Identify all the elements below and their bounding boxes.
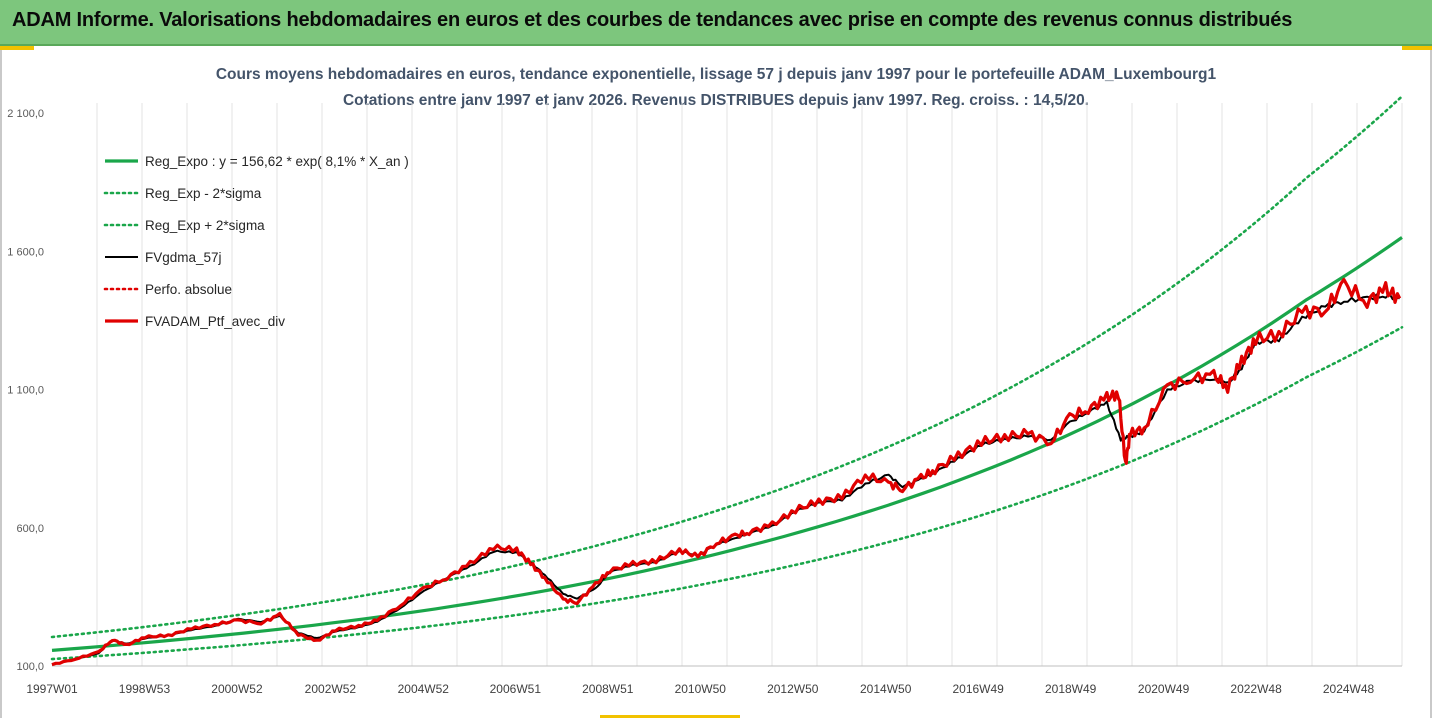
chart-title: Cours moyens hebdomadaires en euros, ten…: [215, 66, 1217, 83]
y-tick-label: 100,0: [16, 661, 44, 673]
legend-label: Reg_Expo : y = 156,62 * exp( 8,1% * X_an…: [145, 154, 409, 169]
x-tick-label: 2008W51: [582, 682, 634, 696]
x-tick-label: 2010W50: [675, 682, 727, 696]
x-tick-label: 2000W52: [211, 682, 263, 696]
x-tick-label: 2012W50: [767, 682, 819, 696]
x-tick-label: 1998W53: [119, 682, 171, 696]
chart-subtitle: Cotations entre janv 1997 et janv 2026. …: [342, 92, 1090, 109]
legend-label: FVADAM_Ptf_avec_div: [145, 314, 285, 329]
series-line-1: [50, 326, 1404, 661]
x-axis-ticks: 1997W01 1998W53 2000W52 2002W52 2004W52 2006W…: [26, 682, 1374, 696]
accent-bar-left: [0, 46, 34, 50]
x-tick-label: 2002W52: [305, 682, 357, 696]
series-line-0: [51, 236, 1403, 652]
legend-label: FVgdma_57j: [145, 250, 222, 265]
y-tick-label: 1 100,0: [7, 385, 44, 397]
x-tick-label: 1997W01: [26, 682, 78, 696]
series-line-5: [51, 277, 1402, 667]
x-tick-label: 2016W49: [952, 682, 1004, 696]
x-tick-label: 2006W51: [490, 682, 542, 696]
y-tick-label: 2 100,0: [7, 108, 44, 120]
x-tick-label: 2022W48: [1230, 682, 1282, 696]
report-header: ADAM Informe. Valorisations hebdomadaire…: [0, 0, 1432, 46]
report-title: ADAM Informe. Valorisations hebdomadaire…: [12, 9, 1293, 31]
x-tick-label: 2018W49: [1045, 682, 1097, 696]
series-line-3: [51, 293, 1400, 666]
legend-label: Reg_Exp - 2*sigma: [145, 186, 262, 201]
y-tick-label: 600,0: [16, 523, 44, 535]
accent-bar-right: [1402, 46, 1432, 50]
vertical-gridlines: [96, 103, 1403, 666]
x-tick-label: 2004W52: [398, 682, 450, 696]
series-line-2: [50, 95, 1404, 639]
legend: Reg_Expo : y = 156,62 * exp( 8,1% * X_an…: [103, 154, 409, 329]
x-tick-label: 2014W50: [860, 682, 912, 696]
x-tick-label: 2024W48: [1323, 682, 1375, 696]
y-axis-ticks: 100,0 600,0 1 100,0 1 600,0 2 100,0: [7, 108, 44, 673]
accent-bar-bottom: [600, 715, 740, 718]
series-lines: [50, 95, 1404, 667]
legend-label: Reg_Exp + 2*sigma: [145, 218, 265, 233]
x-tick-label: 2020W49: [1138, 682, 1190, 696]
legend-label: Perfo. absolue: [145, 282, 232, 297]
y-tick-label: 1 600,0: [7, 246, 44, 258]
